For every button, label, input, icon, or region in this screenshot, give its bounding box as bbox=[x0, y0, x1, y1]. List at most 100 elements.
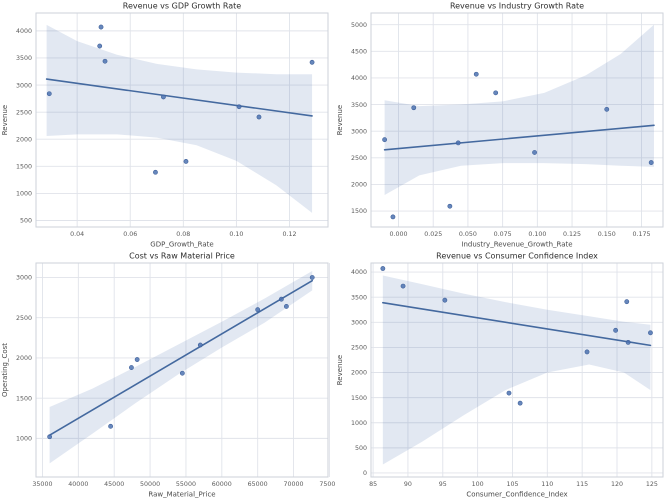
chart-title: Revenue vs GDP Growth Rate bbox=[123, 2, 241, 11]
x-tick-label: 45000 bbox=[104, 481, 124, 488]
data-point bbox=[410, 105, 416, 111]
data-point bbox=[102, 58, 108, 64]
regression-line bbox=[383, 124, 655, 151]
axes-border bbox=[370, 262, 663, 478]
x-axis-label: Consumer_Confidence_Index bbox=[466, 491, 567, 499]
data-point bbox=[197, 342, 203, 348]
data-point bbox=[283, 304, 289, 309]
y-axis-label: Revenue bbox=[336, 105, 344, 136]
y-axis-label: Operating_Cost bbox=[1, 343, 9, 397]
x-tick-label: 105 bbox=[506, 481, 518, 488]
y-tick-label: 3000 bbox=[16, 275, 32, 282]
subplot-revenue-vs-consumer-confidence: 85 90 95 100 105 110 115 120 125 0 500 1000 1500 2000… bbox=[335, 250, 669, 500]
y-tick-label: 2500 bbox=[350, 345, 366, 352]
y-tick-label: 4500 bbox=[350, 49, 366, 56]
y-tick-label: 3500 bbox=[350, 102, 366, 109]
regression-line bbox=[381, 301, 651, 347]
data-point bbox=[98, 24, 104, 30]
y-tick-label: 3000 bbox=[16, 82, 32, 89]
x-tick-label: 115 bbox=[576, 481, 588, 488]
chart-title: Revenue vs Consumer Confidence Index bbox=[436, 252, 598, 261]
data-point bbox=[183, 159, 189, 164]
chart-title: Cost vs Raw Material Price bbox=[129, 252, 235, 261]
x-tick-label: 0.050 bbox=[458, 231, 476, 238]
confidence-band bbox=[46, 24, 313, 213]
data-point bbox=[161, 94, 166, 100]
x-tick-label: 0.08 bbox=[176, 231, 190, 238]
x-tick-label: 0.175 bbox=[632, 231, 650, 238]
y-tick-label: 3500 bbox=[16, 55, 32, 62]
data-point bbox=[584, 349, 589, 355]
data-point bbox=[46, 91, 52, 97]
x-tick-label: 65000 bbox=[248, 481, 268, 488]
x-tick-label: 0.04 bbox=[70, 231, 84, 238]
y-tick-label: 2000 bbox=[350, 370, 366, 377]
data-point bbox=[446, 203, 452, 209]
data-point bbox=[134, 357, 140, 362]
y-tick-label: 2500 bbox=[350, 155, 366, 162]
x-tick-label: 0.000 bbox=[389, 231, 407, 238]
x-tick-label: 0.100 bbox=[528, 231, 546, 238]
data-point bbox=[623, 299, 629, 305]
y-tick-label: 1500 bbox=[16, 395, 32, 402]
x-tick-label: 110 bbox=[541, 481, 553, 488]
x-tick-label: 70000 bbox=[284, 481, 304, 488]
data-point bbox=[153, 169, 158, 175]
y-tick-label: 4000 bbox=[350, 75, 366, 82]
data-point bbox=[108, 423, 114, 429]
y-tick-label: 500 bbox=[20, 218, 32, 225]
data-point bbox=[390, 214, 395, 220]
x-tick-label: 90 bbox=[403, 481, 411, 488]
y-tick-label: 3000 bbox=[350, 319, 366, 326]
chart-revenue-vs-consumer-confidence: 85 90 95 100 105 110 115 120 125 0 500 1000 1500 2000… bbox=[336, 252, 663, 499]
data-point bbox=[278, 296, 284, 302]
regression-line bbox=[48, 279, 314, 436]
data-point bbox=[381, 137, 387, 143]
subplot-revenue-vs-industry: 0.000 0.025 0.050 0.075 0.100 0.125 0.150 0.175… bbox=[335, 0, 669, 250]
y-axis-label: Revenue bbox=[336, 355, 344, 386]
chart-revenue-vs-gdp: 0.04 0.06 0.08 0.10 0.12 500 1000 1500 2000 2500 3… bbox=[1, 2, 329, 249]
data-point bbox=[256, 114, 262, 120]
x-tick-label: 95 bbox=[438, 481, 446, 488]
axes-border bbox=[370, 12, 663, 228]
y-tick-label: 0 bbox=[362, 470, 366, 477]
y-tick-label: 3500 bbox=[350, 294, 366, 301]
y-tick-label: 500 bbox=[354, 445, 366, 452]
x-axis-label: GDP_Growth_Rate bbox=[150, 241, 213, 249]
data-point bbox=[506, 390, 511, 396]
x-tick-label: 125 bbox=[645, 481, 657, 488]
data-point bbox=[255, 307, 261, 313]
y-tick-label: 2500 bbox=[16, 315, 32, 322]
y-tick-label: 2000 bbox=[16, 136, 32, 143]
y-tick-label: 1500 bbox=[350, 208, 366, 215]
data-point bbox=[400, 283, 405, 289]
y-tick-label: 1500 bbox=[350, 395, 366, 402]
data-point bbox=[625, 339, 631, 345]
data-point bbox=[517, 400, 523, 406]
x-tick-label: 0.150 bbox=[597, 231, 615, 238]
x-tick-label: 40000 bbox=[68, 481, 88, 488]
data-point bbox=[612, 327, 618, 333]
y-tick-label: 2000 bbox=[16, 355, 32, 362]
data-point bbox=[309, 59, 315, 65]
chart-cost-vs-raw-material: 35000 40000 45000 50000 55000 60000 65000 70000… bbox=[1, 252, 335, 499]
x-tick-label: 50000 bbox=[140, 481, 160, 488]
data-point bbox=[455, 140, 461, 146]
confidence-band bbox=[382, 275, 650, 465]
y-tick-label: 1000 bbox=[16, 436, 32, 443]
data-point bbox=[309, 275, 315, 280]
x-tick-label: 60000 bbox=[212, 481, 232, 488]
x-tick-label: 55000 bbox=[176, 481, 196, 488]
data-point bbox=[236, 104, 242, 110]
x-tick-label: 100 bbox=[471, 481, 483, 488]
data-point bbox=[441, 297, 447, 303]
x-tick-label: 0.10 bbox=[229, 231, 243, 238]
x-tick-label: 35000 bbox=[32, 481, 52, 488]
x-axis-label: Industry_Revenue_Growth_Rate bbox=[461, 241, 572, 249]
axes-border bbox=[35, 262, 329, 478]
data-point bbox=[47, 434, 53, 440]
y-tick-label: 2500 bbox=[16, 109, 32, 116]
y-tick-label: 4000 bbox=[350, 269, 366, 276]
y-tick-label: 2000 bbox=[350, 182, 366, 189]
